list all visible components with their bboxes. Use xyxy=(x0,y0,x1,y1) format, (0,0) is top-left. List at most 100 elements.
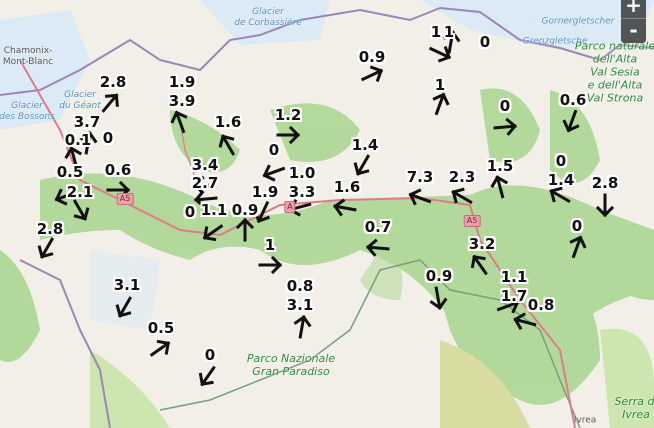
wind-speed-label[interactable]: 0.8 xyxy=(286,276,314,295)
wind-speed-label[interactable]: 0 xyxy=(499,97,511,115)
wind-arrow-icon xyxy=(432,92,450,116)
wind-speed-label[interactable]: 0 xyxy=(204,346,216,364)
wind-speed-label[interactable]: 0.9 xyxy=(358,48,386,66)
wind-arrow-icon xyxy=(198,365,216,387)
wind-speed-label[interactable]: 0 xyxy=(268,141,280,159)
wind-speed-label[interactable]: 0.5 xyxy=(147,319,175,337)
wind-arrow-icon xyxy=(470,254,488,276)
wind-speed-label[interactable]: 1.1 xyxy=(200,201,228,219)
road-shield: A5 xyxy=(116,193,134,205)
wind-speed-label[interactable]: 1.7 xyxy=(500,286,528,305)
wind-speed-label[interactable]: 1.2 xyxy=(274,106,302,124)
wind-speed-label[interactable]: 0.8 xyxy=(527,296,555,314)
wind-speed-label[interactable]: 2.8 xyxy=(591,174,619,192)
wind-arrow-icon xyxy=(442,30,461,54)
wind-arrow-icon xyxy=(595,193,615,218)
wind-speed-label[interactable]: 1.1 xyxy=(500,267,528,286)
wind-speed-label[interactable]: 1.9 xyxy=(251,183,279,201)
place-label: Parco naturale dell'Alta Val Sesia e dell'A… xyxy=(574,39,654,105)
wind-speed-label[interactable]: 0.6 xyxy=(559,91,587,109)
wind-speed-label[interactable]: 0 xyxy=(555,151,567,170)
wind-arrow-icon xyxy=(64,146,83,170)
wind-speed-label[interactable]: 0.9 xyxy=(425,267,453,285)
wind-arrow-icon xyxy=(429,286,448,310)
forest-areas xyxy=(0,88,654,405)
wind-speed-label[interactable]: 0.5 xyxy=(56,163,84,181)
wind-arrow-icon xyxy=(79,131,98,155)
place-label: Grenzgletsche xyxy=(522,36,588,47)
wind-speed-label[interactable]: 1 xyxy=(434,76,446,94)
wind-speed-label[interactable]: 1.4 xyxy=(351,136,379,154)
wind-arrow-icon xyxy=(193,190,218,209)
wind-speed-label[interactable]: 0.9 xyxy=(231,201,259,219)
wind-arrow-icon xyxy=(192,175,217,194)
wind-arrow-icon xyxy=(333,198,357,217)
place-label: Chamonix- Mont-Blanc xyxy=(2,46,54,67)
wind-speed-label[interactable]: 0 xyxy=(571,217,583,235)
wind-arrow-icon xyxy=(293,315,312,339)
wind-speed-label[interactable]: 0.6 xyxy=(104,161,132,179)
wind-speed-label[interactable]: 2.8 xyxy=(99,73,127,91)
wind-speed-label[interactable]: 0.1 xyxy=(64,131,92,149)
wind-speed-label[interactable]: 1.6 xyxy=(214,113,242,131)
wind-speed-label[interactable]: 3.1 xyxy=(286,295,314,314)
wind-speed-label[interactable]: 3.4 xyxy=(191,156,219,174)
borders xyxy=(0,6,654,428)
wind-speed-label[interactable]: 0 xyxy=(479,33,491,51)
wind-speed-label[interactable]: 3.3 xyxy=(288,182,316,201)
zoom-in-button[interactable]: + xyxy=(625,0,642,17)
place-label: Glacier de Corbassière xyxy=(234,7,302,28)
place-label: Glacier des Bossons xyxy=(0,101,55,122)
wind-arrow-icon xyxy=(218,134,236,156)
wind-arrows xyxy=(37,30,615,387)
wind-speed-label[interactable]: 2.8 xyxy=(36,220,64,238)
wind-speed-label[interactable]: 3.7 xyxy=(73,113,101,131)
wind-speed-label[interactable]: 3.1 xyxy=(113,276,141,294)
wind-speed-label[interactable]: 0.7 xyxy=(364,218,392,236)
wind-speed-label[interactable]: 2.7 xyxy=(191,174,219,192)
wind-speed-label[interactable]: 1 xyxy=(264,236,276,254)
wind-speed-label[interactable]: 2.3 xyxy=(448,168,476,186)
wind-arrow-icon xyxy=(37,237,55,259)
wind-arrow-icon xyxy=(513,312,537,331)
zoom-controls: + - xyxy=(621,0,646,43)
wind-arrow-icon xyxy=(569,235,587,259)
wind-speed-label[interactable]: 1.0 xyxy=(288,163,316,182)
wind-arrow-icon xyxy=(562,109,580,133)
wind-speed-label[interactable]: 1 xyxy=(430,23,442,41)
wind-arrow-icon xyxy=(170,110,188,134)
wind-arrow-icon xyxy=(365,238,390,257)
wind-speed-label[interactable]: 1.5 xyxy=(486,157,514,175)
wind-speed-label[interactable]: 1.9 xyxy=(168,72,196,91)
wind-arrow-icon xyxy=(262,164,286,182)
place-label: Parco Nazionale Gran Paradiso xyxy=(246,352,336,378)
wind-speed-label[interactable]: 1.4 xyxy=(547,170,575,189)
place-label: Ivrea xyxy=(573,415,597,426)
wind-arrow-icon xyxy=(493,117,518,136)
wind-arrow-icon xyxy=(72,199,90,221)
wind-speed-label[interactable]: 3.2 xyxy=(468,235,496,253)
place-label: Glacier du Géant xyxy=(59,90,101,111)
wind-speed-label[interactable]: 0 xyxy=(184,203,196,221)
wind-arrow-icon xyxy=(490,175,509,199)
wind-speed-label[interactable]: 0 xyxy=(102,129,114,147)
wind-arrow-icon xyxy=(428,46,452,63)
wind-speed-label[interactable]: 1.6 xyxy=(333,178,361,196)
wind-speed-label[interactable]: 3.9 xyxy=(168,91,196,110)
wind-arrow-icon xyxy=(360,65,384,82)
wind-arrow-icon xyxy=(451,187,473,205)
wind-arrow-icon xyxy=(276,125,301,145)
place-label: Serra di Ivrea xyxy=(614,395,654,421)
wind-speed-label[interactable]: 1 xyxy=(443,23,455,41)
wind-speed-label[interactable]: 2.1 xyxy=(66,183,94,201)
zoom-out-button[interactable]: - xyxy=(621,18,646,43)
wind-arrow-icon xyxy=(258,255,283,275)
wind-arrow-icon xyxy=(115,296,133,318)
wind-speed-label[interactable]: 7.3 xyxy=(406,168,434,186)
wind-arrow-icon xyxy=(235,217,255,242)
wind-arrow-icon xyxy=(54,188,78,206)
wind-arrow-icon xyxy=(202,224,224,242)
wind-arrow-icon xyxy=(353,154,371,176)
road-shield: A xyxy=(284,201,296,213)
